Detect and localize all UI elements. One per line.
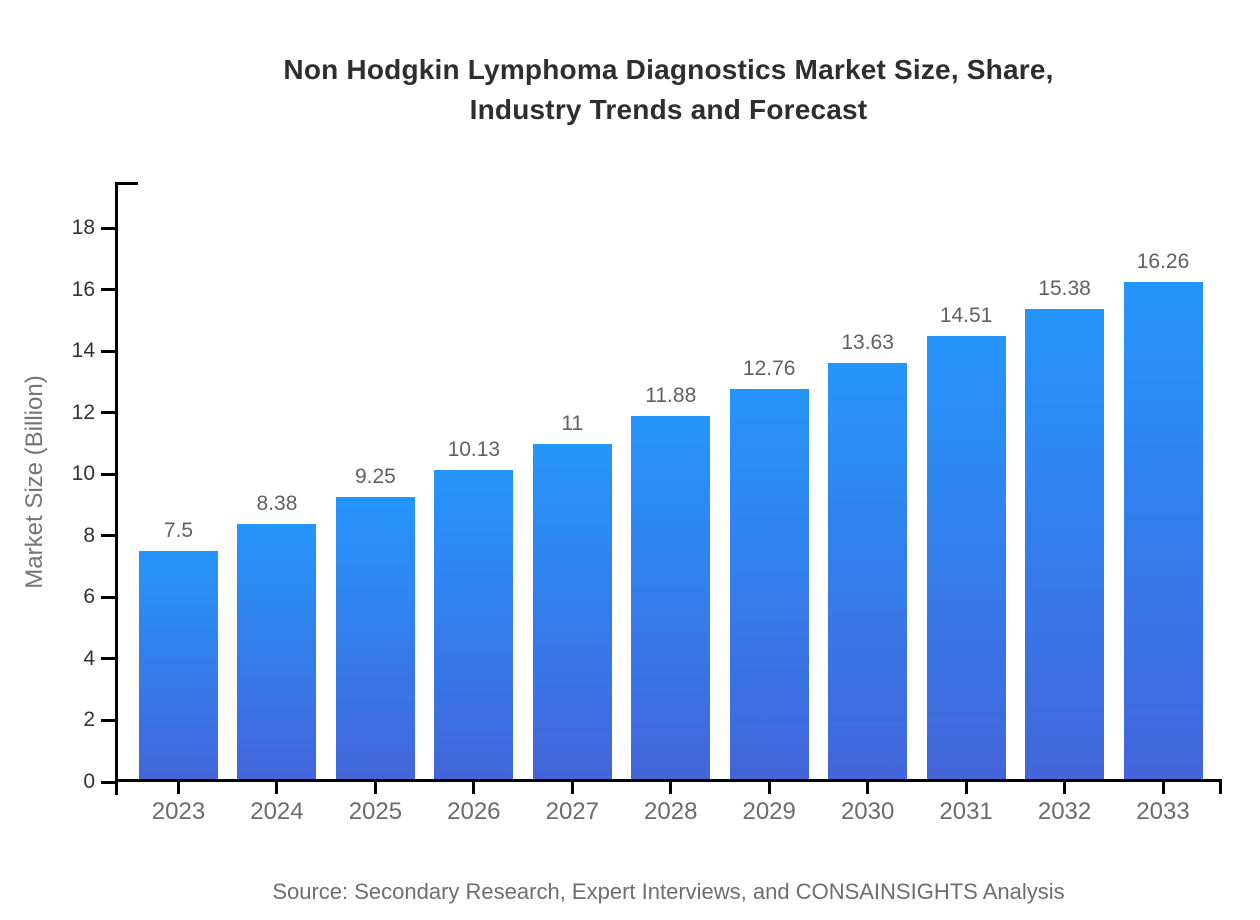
y-tick-label: 14 (71, 339, 95, 363)
bar-2032 (1025, 308, 1105, 782)
bar-2027 (532, 443, 612, 782)
x-tick-label-2024: 2024 (250, 798, 304, 825)
x-tick (1161, 782, 1165, 794)
x-tick (472, 782, 476, 794)
bar-2024 (237, 524, 317, 782)
x-tick (669, 782, 673, 794)
chart-title-line-1: Non Hodgkin Lymphoma Diagnostics Market … (283, 54, 1054, 85)
chart-title: Non Hodgkin Lymphoma Diagnostics Market … (115, 50, 1222, 130)
bar-value-label-2024: 8.38 (256, 492, 298, 516)
bar-2028 (631, 416, 711, 782)
x-tick (177, 782, 180, 794)
bar-2030 (828, 362, 908, 782)
x-axis-spine (115, 779, 1222, 782)
y-tick (101, 595, 115, 599)
x-tick (866, 782, 870, 794)
bar-2033 (1123, 281, 1203, 782)
x-axis-start-tick (115, 782, 118, 795)
x-tick-label-2030: 2030 (840, 798, 895, 825)
y-tick-label: 16 (71, 277, 95, 301)
x-tick (275, 782, 279, 794)
y-tick-label: 8 (83, 523, 95, 547)
x-tick-label-2029: 2029 (742, 798, 796, 825)
bar-2029 (729, 389, 809, 782)
y-tick (101, 288, 115, 292)
x-axis-end-tick (1219, 782, 1222, 794)
y-axis-spine (115, 182, 118, 782)
chart-title-line-2: Industry Trends and Forecast (469, 94, 868, 125)
x-tick-label-2025: 2025 (348, 798, 403, 825)
bar-value-label-2033: 16.26 (1136, 249, 1190, 273)
bar-value-label-2026: 10.13 (447, 438, 501, 462)
y-tick-label: 0 (83, 770, 95, 793)
y-tick (101, 534, 115, 538)
bar-value-label-2023: 7.5 (163, 519, 194, 543)
plot-area: 0 2 4 6 8 10 12 14 16 18 7.5 2023 8.38 2024 9.25 2025 10… (72, 182, 1222, 825)
y-tick (101, 226, 115, 230)
source-note: Source: Secondary Research, Expert Inter… (272, 879, 1065, 904)
y-tick-label: 4 (83, 646, 95, 670)
bar-value-label-2032: 15.38 (1038, 276, 1091, 300)
y-axis-top-cap (115, 182, 138, 185)
y-tick-label: 2 (83, 708, 95, 732)
y-tick (101, 349, 115, 353)
x-tick-label-2032: 2032 (1037, 798, 1092, 825)
bar-2026 (434, 470, 514, 782)
bar-value-label-2028: 11.88 (645, 384, 697, 408)
bar-2025 (335, 497, 415, 782)
y-tick-label: 10 (71, 462, 95, 486)
bar-value-label-2031: 14.51 (939, 303, 993, 327)
x-tick (767, 782, 771, 794)
y-tick (101, 472, 115, 476)
y-tick (101, 718, 115, 722)
x-tick (1063, 782, 1067, 794)
x-tick-label-2027: 2027 (545, 798, 599, 825)
bar-value-label-2030: 13.63 (841, 330, 894, 354)
x-tick (373, 782, 377, 794)
y-axis-title: Market Size (Billion) (21, 375, 48, 589)
y-tick-label: 6 (83, 585, 95, 609)
x-tick-label-2028: 2028 (644, 798, 698, 825)
y-tick (101, 657, 115, 661)
y-tick (101, 780, 115, 784)
y-tick (101, 411, 115, 415)
x-tick (570, 782, 574, 794)
bar-value-label-2027: 11 (561, 411, 584, 435)
x-tick-label-2026: 2026 (447, 798, 501, 825)
bar-2023 (139, 551, 218, 782)
x-tick-label-2023: 2023 (151, 798, 206, 825)
x-tick (964, 782, 968, 794)
bar-2031 (926, 335, 1006, 782)
x-tick-label-2031: 2031 (939, 798, 993, 825)
bar-value-label-2025: 9.25 (354, 465, 396, 489)
bar-value-label-2029: 12.76 (742, 357, 796, 381)
y-tick-label: 12 (71, 400, 95, 424)
x-tick-label-2033: 2033 (1136, 798, 1190, 825)
y-tick-label: 18 (71, 216, 95, 240)
